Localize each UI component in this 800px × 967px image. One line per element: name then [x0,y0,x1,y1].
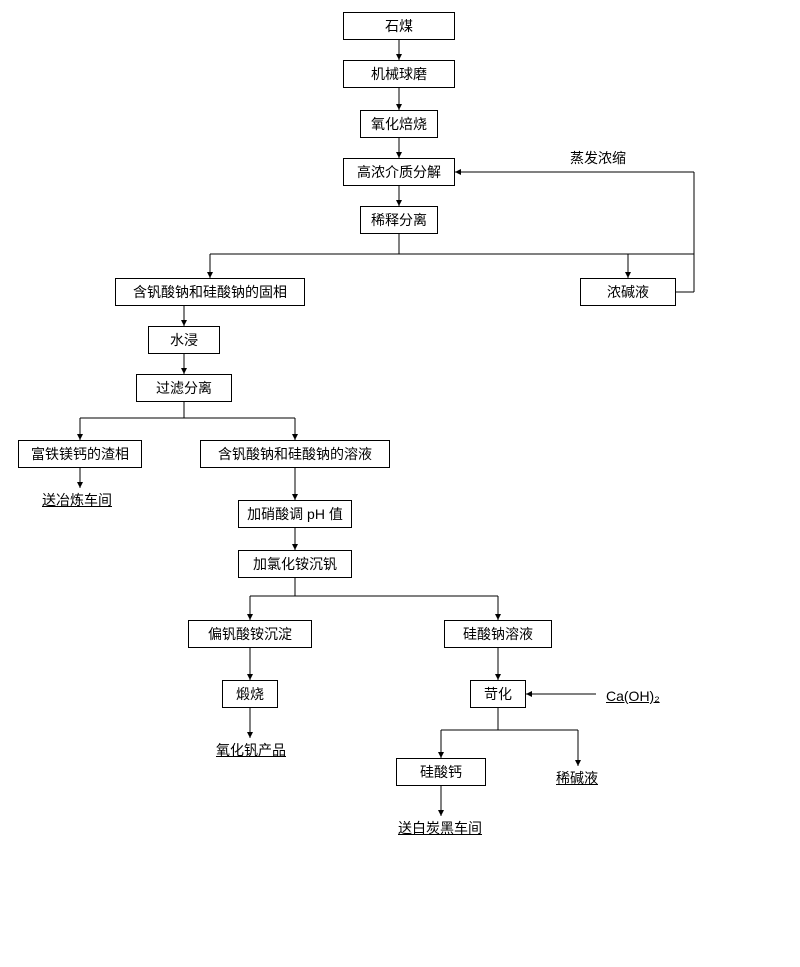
node-label: 苛化 [484,684,512,704]
node-label: 含钒酸钠和硅酸钠的溶液 [218,444,372,464]
label-evap-conc: 蒸发浓缩 [570,148,626,168]
node-nh4-precip: 偏钒酸铵沉淀 [188,620,312,648]
node-label: 氧化焙烧 [371,114,427,134]
node-filter-sep: 过滤分离 [136,374,232,402]
label-text: 送冶炼车间 [42,492,112,508]
node-dilute-sep: 稀释分离 [360,206,438,234]
label-to-smelt: 送冶炼车间 [42,490,112,510]
node-water-leach: 水浸 [148,326,220,354]
node-label: 偏钒酸铵沉淀 [208,624,292,644]
label-caoh2: Ca(OH)₂ [606,688,660,704]
node-label: 稀释分离 [371,210,427,230]
node-calcine: 煅烧 [222,680,278,708]
node-label: 过滤分离 [156,378,212,398]
node-label: 加氯化铵沉钒 [253,554,337,574]
label-text: 稀碱液 [556,770,598,786]
node-high-medium: 高浓介质分解 [343,158,455,186]
label-dilute-alkali: 稀碱液 [556,768,598,788]
node-solution: 含钒酸钠和硅酸钠的溶液 [200,440,390,468]
node-conc-alkali: 浓碱液 [580,278,676,306]
node-label: 高浓介质分解 [357,162,441,182]
node-stone-coal: 石煤 [343,12,455,40]
label-vox-product: 氧化钒产品 [216,740,286,760]
label-text: 氧化钒产品 [216,742,286,758]
node-label: 机械球磨 [371,64,427,84]
label-text: Ca(OH)₂ [606,688,660,704]
node-label: 煅烧 [236,684,264,704]
node-oxid-roast: 氧化焙烧 [360,110,438,138]
node-causticize: 苛化 [470,680,526,708]
node-label: 富铁镁钙的渣相 [31,444,129,464]
node-ca-silicate: 硅酸钙 [396,758,486,786]
node-label: 石煤 [385,16,413,36]
node-adjust-ph: 加硝酸调 pH 值 [238,500,352,528]
node-label: 含钒酸钠和硅酸钠的固相 [133,282,287,302]
label-text: 蒸发浓缩 [570,150,626,166]
node-label: 浓碱液 [607,282,649,302]
node-na-silicate: 硅酸钠溶液 [444,620,552,648]
node-solid-phase: 含钒酸钠和硅酸钠的固相 [115,278,305,306]
node-label: 硅酸钙 [420,762,462,782]
node-label: 水浸 [170,330,198,350]
node-ball-mill: 机械球磨 [343,60,455,88]
node-slag: 富铁镁钙的渣相 [18,440,142,468]
node-label: 硅酸钠溶液 [463,624,533,644]
node-label: 加硝酸调 pH 值 [247,504,343,524]
label-to-silica: 送白炭黑车间 [398,818,482,838]
node-add-nh4cl: 加氯化铵沉钒 [238,550,352,578]
label-text: 送白炭黑车间 [398,820,482,836]
